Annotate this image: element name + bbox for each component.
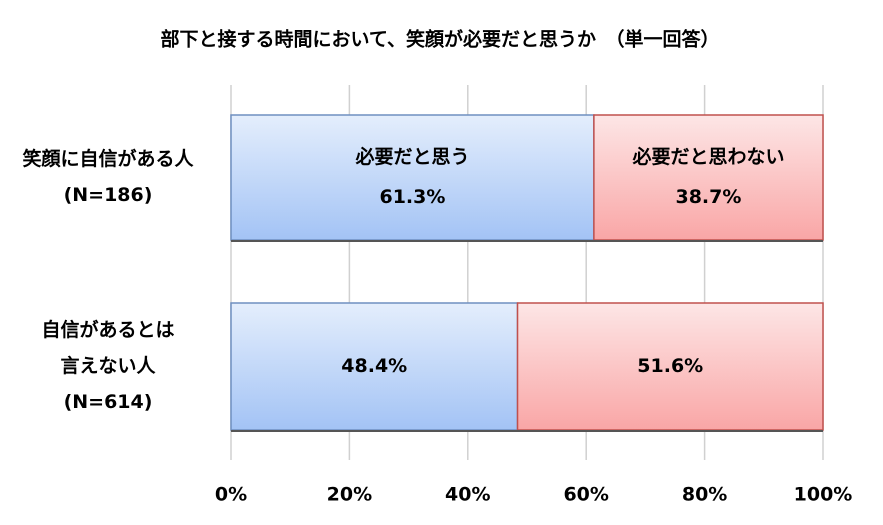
chart-title: 部下と接する時間において、笑顔が必要だと思うか （単一回答） [161,28,720,51]
segment-name: 必要だと思わない [631,145,784,168]
x-tick-label: 80% [682,484,727,506]
bar-segment [230,114,595,241]
x-tick-label: 20% [327,484,372,506]
category-label: (N=186) [64,184,153,206]
value-label: 61.3% [379,186,445,208]
segment-name: 必要だと思う [354,145,469,168]
x-tick-label: 0% [215,484,247,506]
category-label: (N=614) [64,391,153,413]
x-tick-label: 60% [563,484,608,506]
value-label: 38.7% [675,186,741,208]
category-label: 笑顔に自信がある人 [22,147,194,170]
category-label: 自信があるとは [41,318,174,341]
value-label: 48.4% [341,355,407,377]
category-label: 言えない人 [60,354,156,377]
x-tick-label: 40% [445,484,490,506]
value-label: 51.6% [637,355,703,377]
bar-segment [593,114,824,241]
x-tick-label: 100% [794,484,853,506]
bar-segment [516,302,824,431]
